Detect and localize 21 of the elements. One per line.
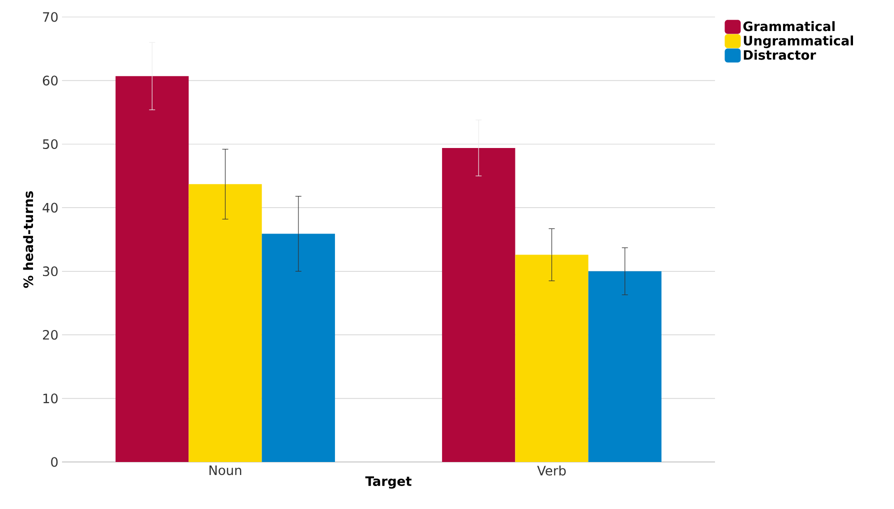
- y-tick-label: 50: [43, 139, 58, 150]
- x-tick-label: Verb: [537, 466, 566, 476]
- legend-label: Distractor: [744, 50, 816, 60]
- y-tick-label: 70: [43, 12, 58, 22]
- x-axis-title: Target: [365, 476, 412, 489]
- bar: [442, 148, 516, 462]
- y-tick-label: 40: [42, 202, 58, 213]
- bar: [515, 254, 588, 462]
- bar: [262, 234, 335, 462]
- legend-label: Grammatical: [743, 21, 835, 32]
- y-tick-label: 10: [43, 394, 58, 404]
- y-axis-title: % head-turns: [23, 191, 34, 288]
- legend-label: Ungrammatical: [744, 35, 853, 48]
- y-tick-label: 0: [51, 457, 58, 467]
- bar: [116, 76, 189, 462]
- y-tick-label: 20: [42, 330, 58, 340]
- x-tick-label: Noun: [210, 466, 242, 476]
- y-tick-label: 30: [42, 266, 58, 276]
- bar: [188, 184, 262, 462]
- bar: [588, 271, 662, 462]
- y-tick-label: 60: [42, 76, 58, 86]
